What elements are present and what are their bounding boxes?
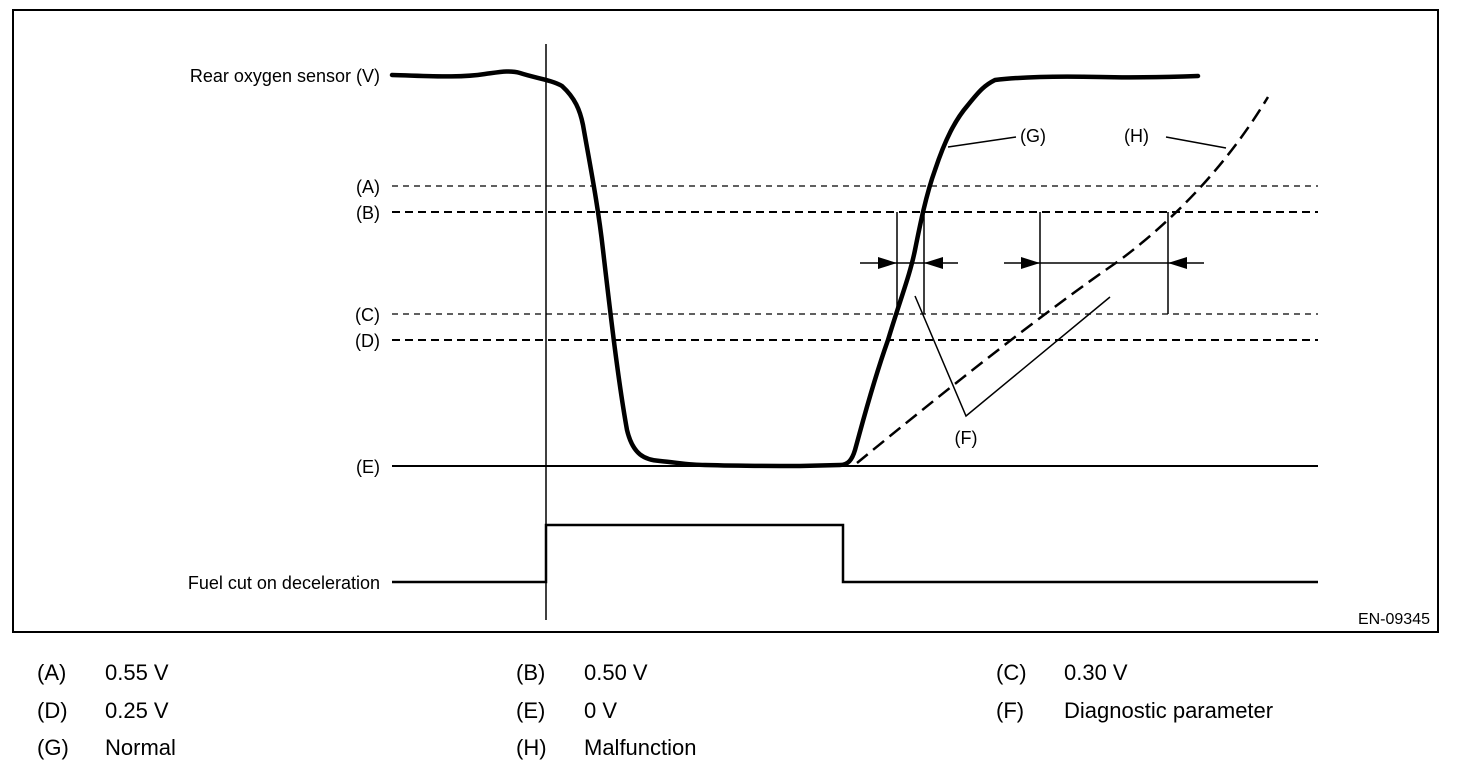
diagram-frame — [12, 9, 1439, 633]
level-d-label: (D) — [355, 331, 380, 351]
legend-key: (H) — [516, 735, 547, 760]
normal-sensor-curve — [389, 69, 1201, 469]
legend-value: 0.30 V — [1064, 660, 1128, 685]
legend-key: (C) — [996, 660, 1027, 685]
legend: (A) 0.55 V (B) 0.50 V (C) 0.30 V (D) 0.2… — [0, 652, 1472, 776]
level-c-label: (C) — [355, 305, 380, 325]
diagnostic-parameter-label: (F) — [955, 428, 978, 448]
legend-value: 0.50 V — [584, 660, 648, 685]
g-leader-line — [947, 136, 1017, 148]
legend-key: (E) — [516, 698, 546, 723]
h-leader-line — [1165, 136, 1227, 149]
normal-measure-arrow-left — [924, 257, 943, 269]
legend-value: 0 V — [584, 698, 618, 723]
legend-value: Malfunction — [584, 735, 697, 760]
legend-key: (D) — [37, 698, 68, 723]
malfunction-measure-arrow-left — [1168, 257, 1187, 269]
fuel-cut-signal — [392, 523, 1318, 584]
legend-value: 0.25 V — [105, 698, 169, 723]
f-leader-line — [914, 295, 1111, 418]
malfunction-curve-label: (H) — [1124, 126, 1149, 146]
legend-key: (G) — [37, 735, 69, 760]
malfunction-sensor-curve — [856, 96, 1270, 464]
level-e-label: (E) — [356, 457, 380, 477]
normal-curve-label: (G) — [1020, 126, 1046, 146]
fuel-cut-label: Fuel cut on deceleration — [188, 573, 380, 593]
oxygen-sensor-diagram: Rear oxygen sensor (V) (A) (B) (C) (D) (… — [12, 9, 1439, 633]
legend-key: (A) — [37, 660, 67, 685]
legend-value: Diagnostic parameter — [1064, 698, 1274, 723]
legend-value: Normal — [105, 735, 176, 760]
legend-key: (F) — [996, 698, 1025, 723]
legend-key: (B) — [516, 660, 546, 685]
malfunction-measure-arrow-right — [1021, 257, 1040, 269]
level-b-label: (B) — [356, 203, 380, 223]
rear-oxygen-sensor-label: Rear oxygen sensor (V) — [190, 66, 380, 86]
figure-code: EN-09345 — [1358, 611, 1430, 628]
normal-measure-arrow-right — [878, 257, 897, 269]
level-a-label: (A) — [356, 177, 380, 197]
legend-value: 0.55 V — [105, 660, 169, 685]
